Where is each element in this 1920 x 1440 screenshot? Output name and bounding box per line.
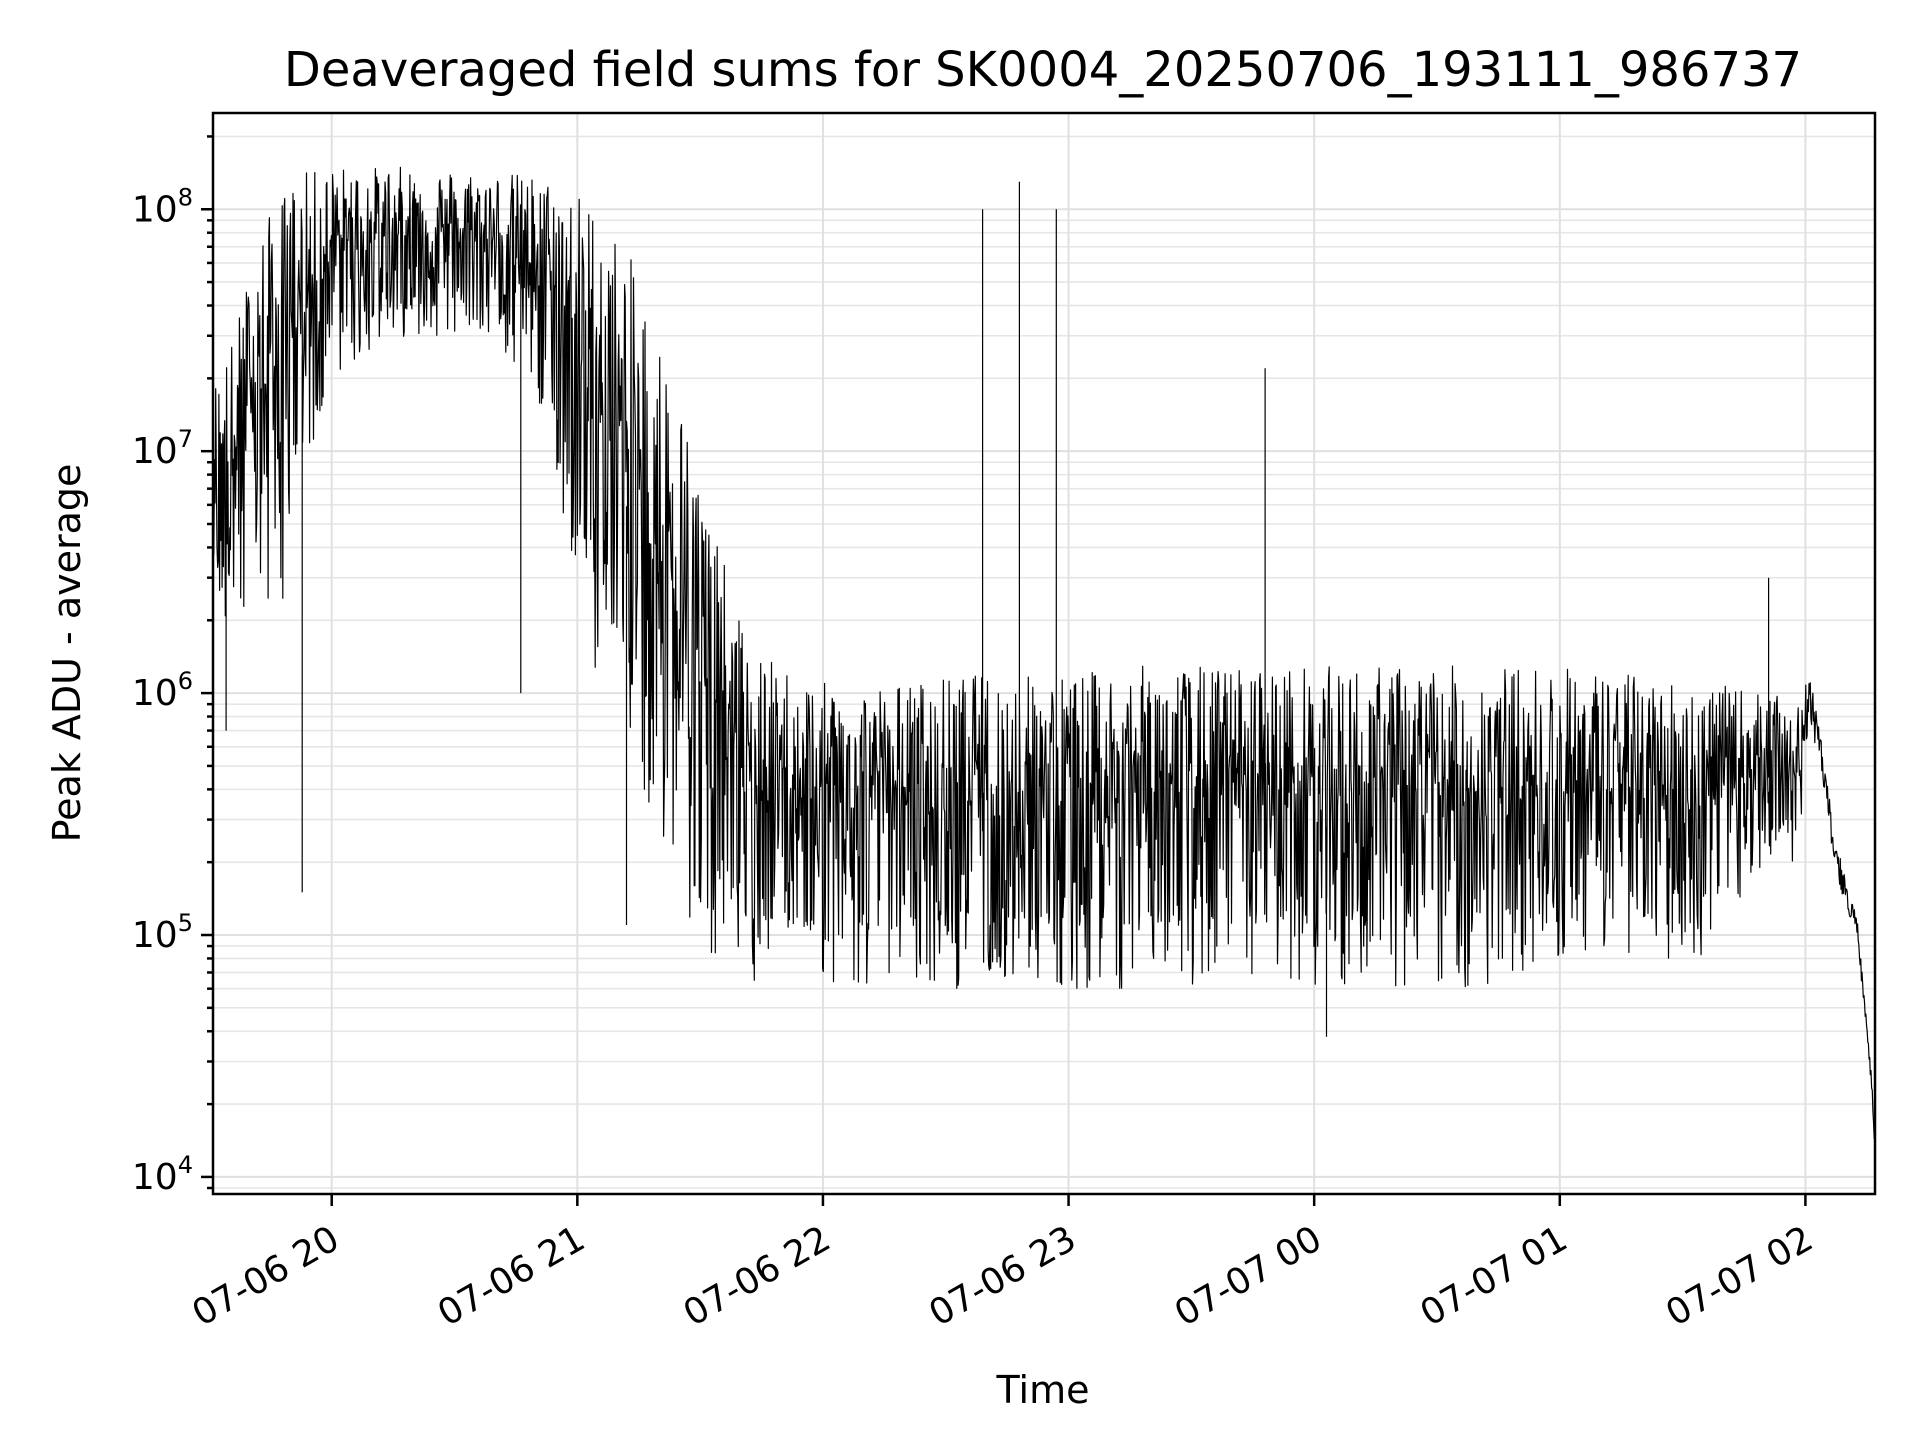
chart-title: Deaveraged field sums for SK0004_2025070… — [284, 42, 1802, 98]
plot-frame — [211, 111, 1877, 1196]
y-tick-label: 104 — [132, 1151, 193, 1198]
y-axis-label: Peak ADU - average — [45, 464, 89, 843]
y-tick-label: 106 — [132, 667, 193, 714]
series-line — [213, 166, 1875, 1140]
y-tick-label: 107 — [132, 425, 193, 472]
x-axis-label: Time — [996, 1368, 1090, 1412]
plot-area — [213, 166, 1875, 1140]
y-tick-label: 105 — [132, 909, 193, 956]
y-tick-label: 108 — [132, 183, 193, 230]
y-axis: 104 105 106 107 108 — [132, 135, 213, 1198]
